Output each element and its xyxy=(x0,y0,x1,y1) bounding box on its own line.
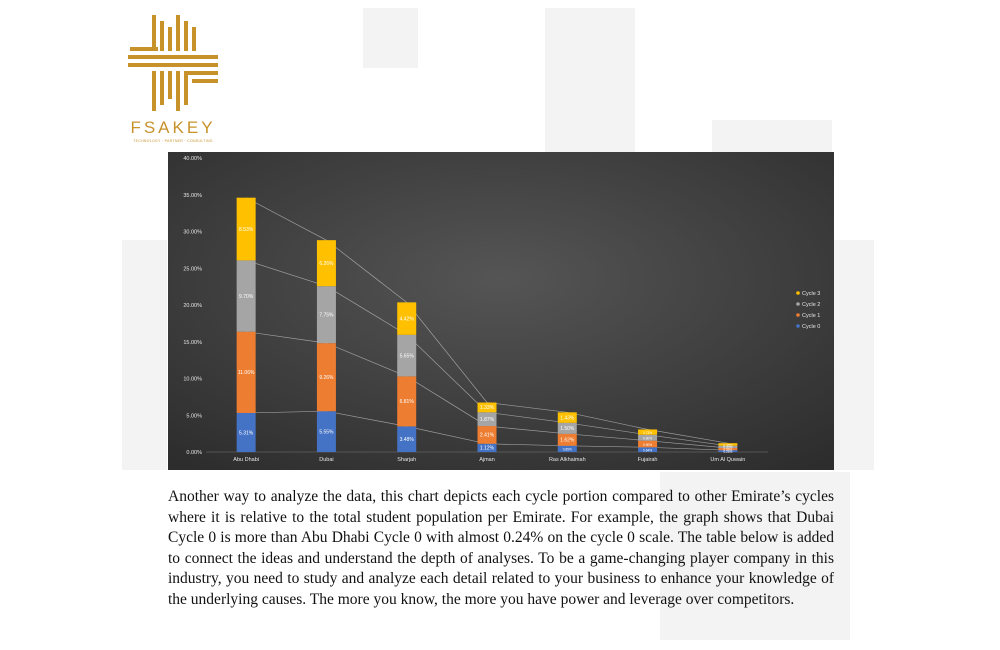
data-label: 0.64% xyxy=(643,448,652,452)
watermark-block xyxy=(834,240,874,470)
data-label: 1.87% xyxy=(480,417,495,423)
data-label: 9.70% xyxy=(239,294,254,300)
bar-segment xyxy=(397,426,417,452)
bar-segment xyxy=(316,411,336,452)
bar-segment xyxy=(236,260,256,332)
bar-segment xyxy=(236,331,256,413)
y-tick-label: 35.00% xyxy=(183,193,202,199)
bar-segment xyxy=(316,240,336,287)
bar-segment xyxy=(638,440,658,448)
data-label: 6.26% xyxy=(319,261,334,267)
watermark-block xyxy=(363,8,418,68)
data-label: 9.26% xyxy=(319,375,334,381)
chart-background xyxy=(168,152,834,470)
y-tick-label: 40.00% xyxy=(183,156,202,162)
legend-marker xyxy=(796,302,800,306)
x-tick-label: Dubai xyxy=(319,457,333,463)
data-label: 0.85% xyxy=(563,448,572,452)
bar-segment xyxy=(718,447,738,451)
bar-segment xyxy=(477,402,497,413)
bar-segment xyxy=(557,422,577,434)
data-label: 1.43% xyxy=(560,415,575,421)
data-label: 0.35% xyxy=(723,443,732,447)
watermark-block xyxy=(122,240,167,470)
legend-marker xyxy=(796,313,800,317)
y-tick-label: 10.00% xyxy=(183,377,202,383)
legend-entry: Cycle 0 xyxy=(802,324,820,330)
data-label: 0.90% xyxy=(643,443,652,447)
bar-segment xyxy=(397,334,417,377)
data-label: 6.81% xyxy=(400,399,415,405)
bar-segment xyxy=(557,412,577,423)
bar-segment xyxy=(477,426,497,444)
body-paragraph: Another way to analyze the data, this ch… xyxy=(168,488,834,608)
x-tick-label: Ras Alkhaimah xyxy=(549,457,586,463)
legend-entry: Cycle 3 xyxy=(802,291,820,297)
data-label: 1.33% xyxy=(480,405,495,411)
x-tick-label: Um Al Quwain xyxy=(710,457,745,463)
data-label: 8.53% xyxy=(239,227,254,233)
y-tick-label: 5.00% xyxy=(186,413,202,419)
y-tick-label: 30.00% xyxy=(183,230,202,236)
bar-segment xyxy=(236,412,256,452)
y-tick-label: 25.00% xyxy=(183,266,202,272)
y-tick-label: 20.00% xyxy=(183,303,202,309)
bar-segment xyxy=(316,286,336,344)
watermark-block xyxy=(660,472,850,640)
bar-segment xyxy=(236,197,256,261)
bar-segment xyxy=(718,443,738,446)
data-label: 0.30% xyxy=(723,446,732,450)
data-label: 1.50% xyxy=(560,426,575,432)
x-tick-label: Abu Dhabi xyxy=(233,457,259,463)
watermark-block xyxy=(545,8,635,158)
data-label: 5.31% xyxy=(239,430,254,436)
data-label: 11.06% xyxy=(238,370,255,376)
bar-segment xyxy=(557,433,577,446)
bar-segment xyxy=(477,443,497,452)
bar-segment xyxy=(557,445,577,452)
data-label: 1.62% xyxy=(560,438,575,444)
x-tick-label: Sharjah xyxy=(397,457,416,463)
bar-segment xyxy=(718,445,738,448)
legend-marker xyxy=(796,324,800,328)
bar-segment xyxy=(316,343,336,412)
data-label: 0.73% xyxy=(643,431,652,435)
data-label: 0.30% xyxy=(723,448,732,452)
y-tick-label: 0.00% xyxy=(186,450,202,456)
x-tick-label: Ajman xyxy=(479,457,495,463)
data-label: 5.55% xyxy=(319,429,334,435)
legend-entry: Cycle 1 xyxy=(802,313,820,319)
x-tick-label: Fujairah xyxy=(638,457,658,463)
bar-segment xyxy=(638,429,658,435)
y-tick-label: 15.00% xyxy=(183,340,202,346)
legend-marker xyxy=(796,291,800,295)
data-label: 3.48% xyxy=(400,437,415,443)
bar-segment xyxy=(638,434,658,441)
data-label: 0.80% xyxy=(643,437,652,441)
data-label: 0.25% xyxy=(723,450,732,454)
brand-tagline: TECHNOLOGY · PARTNER · CONSULTING xyxy=(133,139,213,143)
bar-segment xyxy=(477,412,497,427)
fsakey-logo-mark xyxy=(128,15,218,111)
brand-name: FSAKEY xyxy=(130,118,216,137)
data-label: 2.41% xyxy=(480,433,495,439)
data-label: 7.75% xyxy=(319,312,334,318)
bar-segment xyxy=(397,302,417,335)
legend-entry: Cycle 2 xyxy=(802,302,820,308)
bar-segment xyxy=(718,450,738,452)
data-label: 1.12% xyxy=(480,446,495,452)
bar-segment xyxy=(397,376,417,427)
data-label: 5.65% xyxy=(400,353,415,359)
data-label: 4.42% xyxy=(400,316,415,322)
stacked-bar-chart: 0.00% 5.00% 10.00% 15.00% 20.00% 25.00% 30.00%… xyxy=(168,152,834,470)
bar-segment xyxy=(638,447,658,452)
